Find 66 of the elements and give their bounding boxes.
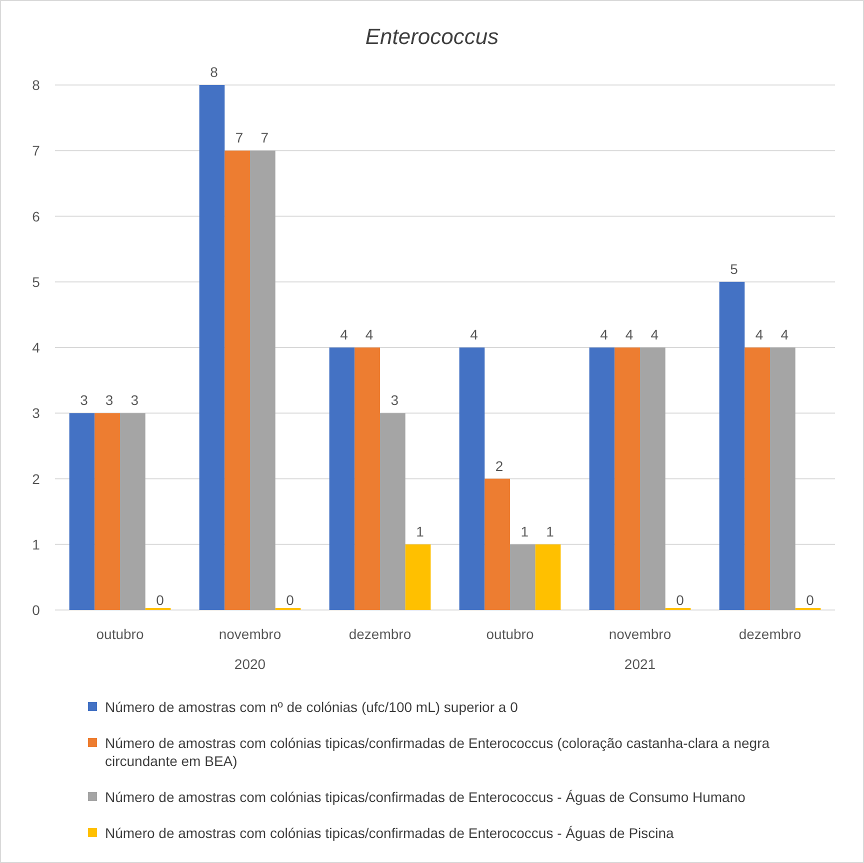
bar	[405, 544, 431, 610]
data-label: 5	[730, 260, 738, 277]
bar	[484, 478, 510, 610]
x-tick-label: novembro	[218, 626, 282, 642]
bar	[120, 413, 146, 610]
x-tick-label: outubro	[486, 626, 534, 642]
x-tick-label: novembro	[608, 626, 672, 642]
x-tick-label: outubro	[96, 626, 144, 642]
data-label: 4	[600, 326, 608, 342]
bar	[329, 348, 355, 610]
legend-label: Número de amostras com colónias tipicas/confirmadas de Enterococcus (coloração castanha-clara a negra circundante em BEA)	[105, 735, 770, 769]
data-label: 1	[416, 523, 424, 540]
legend-label: Número de amostras com colónias tipicas/confirmadas de Enterococcus - Águas de Consumo Humano	[105, 789, 746, 805]
bar	[589, 348, 615, 610]
bar	[770, 348, 796, 610]
bar	[535, 544, 561, 610]
text: 2020	[234, 656, 266, 672]
data-label: 0	[156, 592, 164, 608]
y-tick-label: 6	[32, 208, 40, 224]
bar	[640, 348, 666, 610]
data-label: 3	[80, 392, 88, 408]
bar	[224, 150, 250, 610]
data-label: 4	[780, 326, 789, 342]
data-label: 1	[546, 523, 554, 540]
bar	[69, 413, 95, 610]
data-label: 0	[286, 592, 294, 608]
y-tick-label: 8	[32, 77, 40, 93]
data-label: 4	[340, 326, 348, 342]
bar	[459, 348, 485, 610]
y-tick-label: 0	[32, 602, 40, 618]
legend-label: Número de amostras com nº de colónias (ufc/100 mL) superior a 0	[105, 699, 518, 715]
bar	[250, 150, 276, 610]
data-label: 7	[235, 130, 244, 146]
legend-label: Número de amostras com colónias tipicas/confirmadas de Enterococcus - Águas de Piscina	[105, 825, 674, 841]
data-label: 2	[495, 458, 504, 474]
text: 2021	[624, 656, 656, 672]
bar	[94, 413, 120, 610]
data-label: 4	[470, 326, 478, 342]
data-label: 4	[625, 326, 634, 342]
data-label: 4	[755, 326, 764, 342]
data-label: 1	[520, 523, 529, 540]
bar	[380, 413, 406, 610]
data-label: 4	[650, 326, 659, 342]
bar	[199, 85, 225, 610]
bar	[354, 348, 380, 610]
data-label: 0	[806, 592, 814, 608]
bar	[510, 544, 536, 610]
data-label: 0	[676, 592, 684, 608]
y-tick-label: 5	[32, 274, 40, 290]
data-label: 7	[260, 130, 269, 146]
data-label: 3	[105, 392, 114, 408]
x-tick-label: dezembro	[738, 626, 802, 642]
x-tick-label: dezembro	[348, 626, 412, 642]
bar	[614, 348, 640, 610]
data-label: 8	[210, 64, 218, 80]
data-label: 3	[390, 392, 399, 408]
y-tick-label: 2	[32, 470, 40, 487]
y-tick-label: 7	[32, 142, 40, 159]
y-tick-label: 4	[32, 340, 40, 356]
data-label: 3	[130, 392, 139, 408]
y-tick-label: 1	[32, 536, 40, 552]
y-tick-label: 3	[32, 405, 40, 422]
bar	[744, 348, 770, 610]
chart-title: Enterococcus	[365, 24, 499, 49]
data-label: 4	[365, 326, 374, 342]
bar	[719, 282, 745, 610]
